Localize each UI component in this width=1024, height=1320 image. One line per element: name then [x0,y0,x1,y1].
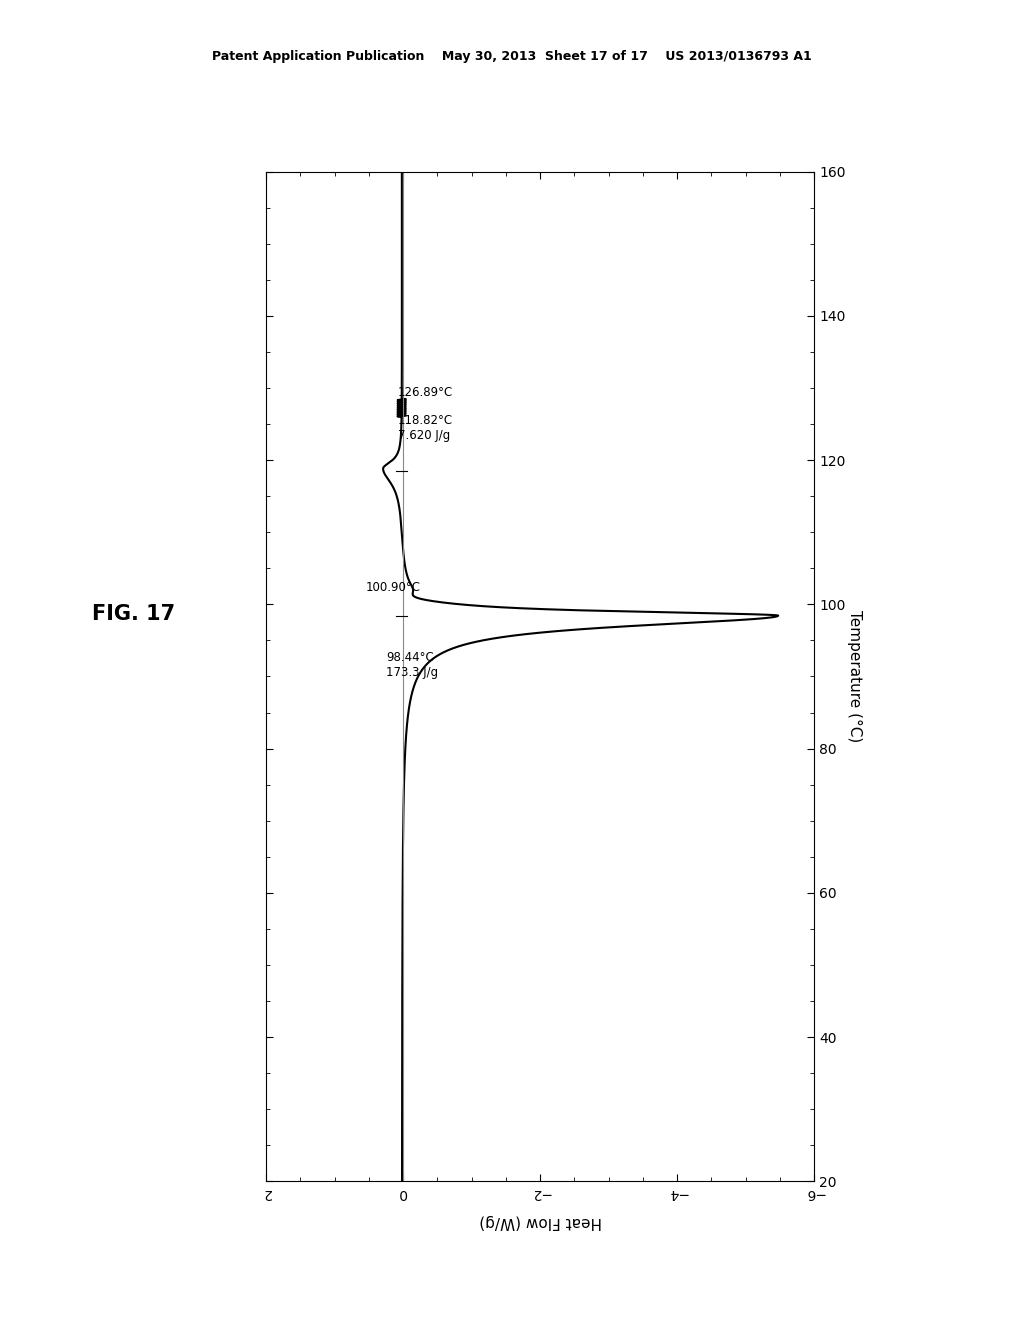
Text: 100.90°C: 100.90°C [366,581,421,594]
X-axis label: Heat Flow (W/g): Heat Flow (W/g) [479,1214,601,1229]
Text: 98.44°C
173.3 J/g: 98.44°C 173.3 J/g [386,651,438,680]
Text: FIG. 17: FIG. 17 [92,603,175,624]
Text: Patent Application Publication    May 30, 2013  Sheet 17 of 17    US 2013/013679: Patent Application Publication May 30, 2… [212,50,812,63]
Text: 126.89°C: 126.89°C [397,385,453,399]
Text: 118.82°C
7.620 J/g: 118.82°C 7.620 J/g [397,414,453,442]
Y-axis label: Temperature (°C): Temperature (°C) [847,610,862,743]
